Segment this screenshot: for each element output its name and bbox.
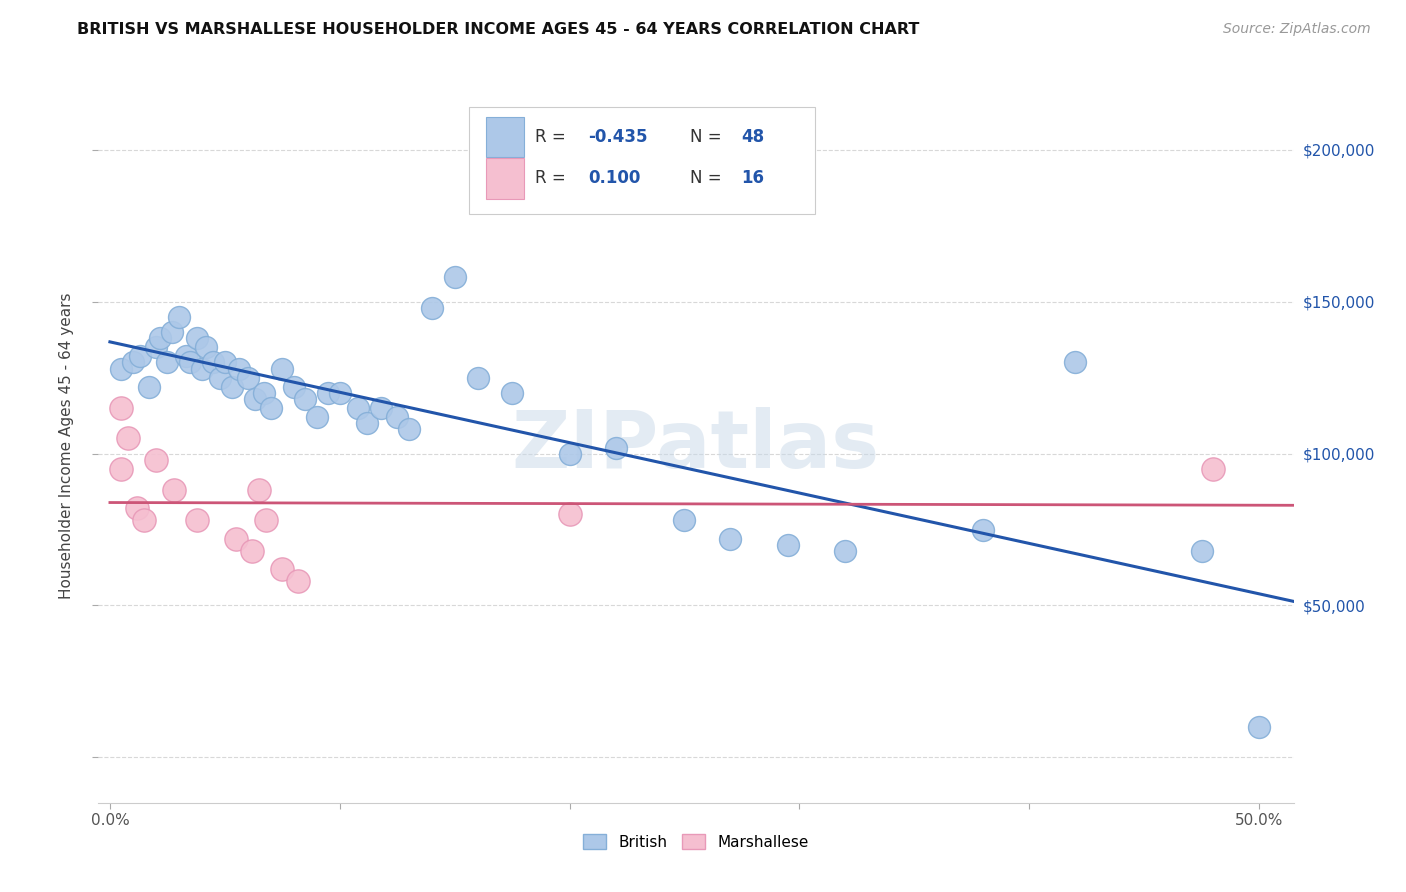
Point	[122, 355, 145, 369]
Point	[329, 385, 352, 400]
Text: 0.100: 0.100	[589, 169, 641, 187]
Point	[834, 543, 856, 558]
Point	[145, 340, 167, 354]
Point	[605, 441, 627, 455]
Text: BRITISH VS MARSHALLESE HOUSEHOLDER INCOME AGES 45 - 64 YEARS CORRELATION CHART: BRITISH VS MARSHALLESE HOUSEHOLDER INCOM…	[77, 22, 920, 37]
Point	[163, 483, 186, 497]
Point	[243, 392, 266, 406]
Point	[156, 355, 179, 369]
Text: N =: N =	[690, 128, 721, 146]
Point	[305, 410, 328, 425]
Text: Source: ZipAtlas.com: Source: ZipAtlas.com	[1223, 22, 1371, 37]
Point	[138, 380, 160, 394]
Point	[179, 355, 201, 369]
Point	[720, 532, 742, 546]
Point	[1247, 720, 1270, 734]
Point	[242, 543, 264, 558]
Point	[160, 325, 183, 339]
Point	[420, 301, 443, 315]
Text: 48: 48	[741, 128, 765, 146]
Point	[294, 392, 316, 406]
Point	[128, 350, 150, 364]
Point	[1202, 462, 1225, 476]
Point	[110, 361, 132, 376]
Point	[260, 401, 283, 415]
Point	[214, 355, 236, 369]
Point	[271, 562, 294, 576]
Point	[134, 513, 156, 527]
Point	[398, 422, 420, 436]
Text: R =: R =	[534, 169, 565, 187]
Point	[467, 370, 489, 384]
Point	[558, 447, 581, 461]
Point	[167, 310, 190, 324]
Point	[972, 523, 994, 537]
Point	[202, 355, 225, 369]
Point	[558, 508, 581, 522]
FancyBboxPatch shape	[470, 107, 815, 214]
Point	[117, 431, 139, 445]
Point	[186, 513, 208, 527]
Point	[356, 416, 378, 430]
Point	[254, 513, 277, 527]
Text: R =: R =	[534, 128, 565, 146]
Point	[316, 385, 339, 400]
Point	[370, 401, 392, 415]
Text: ZIPatlas: ZIPatlas	[512, 407, 880, 485]
Point	[347, 401, 370, 415]
Point	[110, 401, 132, 415]
Point	[145, 452, 167, 467]
Point	[1064, 355, 1087, 369]
Point	[247, 483, 270, 497]
Point	[149, 331, 172, 345]
Point	[253, 385, 276, 400]
Point	[283, 380, 305, 394]
Point	[186, 331, 208, 345]
Point	[236, 370, 259, 384]
Legend: British, Marshallese: British, Marshallese	[576, 828, 815, 855]
Point	[287, 574, 309, 588]
FancyBboxPatch shape	[485, 158, 524, 199]
Point	[221, 380, 243, 394]
Point	[673, 513, 696, 527]
Text: 16: 16	[741, 169, 765, 187]
Point	[443, 270, 465, 285]
Point	[127, 501, 149, 516]
Point	[174, 350, 197, 364]
Point	[1191, 543, 1213, 558]
Point	[225, 532, 247, 546]
Point	[110, 462, 132, 476]
Point	[191, 361, 214, 376]
Point	[271, 361, 294, 376]
Y-axis label: Householder Income Ages 45 - 64 years: Householder Income Ages 45 - 64 years	[59, 293, 75, 599]
Point	[228, 361, 250, 376]
Point	[195, 340, 218, 354]
Point	[209, 370, 232, 384]
Point	[385, 410, 409, 425]
Point	[501, 385, 523, 400]
Text: N =: N =	[690, 169, 721, 187]
Point	[776, 538, 799, 552]
Text: -0.435: -0.435	[589, 128, 648, 146]
FancyBboxPatch shape	[485, 117, 524, 157]
